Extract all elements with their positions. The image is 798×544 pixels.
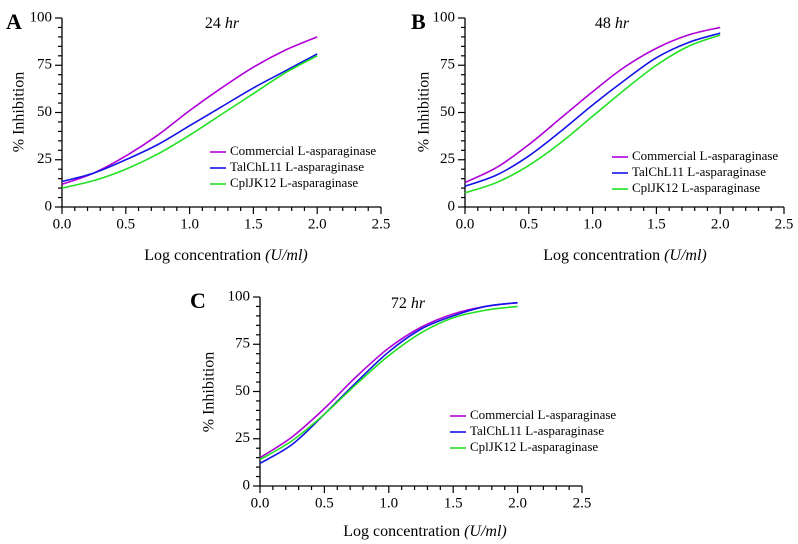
x-tick-label: 0.5 <box>315 495 334 511</box>
panel-title-unit: hr <box>411 295 426 312</box>
legend-label-talchl11: TalChL11 L-asparaginase <box>230 159 364 174</box>
panel-title-number: 48 <box>595 15 615 32</box>
y-axis-title: % Inhibition <box>201 352 218 432</box>
legend-label-commercial: Commercial L-asparaginase <box>230 143 376 158</box>
legend-label-commercial: Commercial L-asparaginase <box>470 407 616 422</box>
x-axis-title-unit: (U/ml) <box>664 247 707 264</box>
panel-letter: A <box>6 9 22 34</box>
y-tick-label: 50 <box>235 383 250 399</box>
series-line-commercial <box>61 36 318 186</box>
legend-label-cpljk12: CplJK12 L-asparaginase <box>632 180 760 195</box>
y-tick-label: 75 <box>37 57 52 73</box>
x-tick-label: 0.0 <box>251 495 270 511</box>
series-line-talchl11 <box>464 32 721 187</box>
series-line-cpljk12 <box>259 305 518 461</box>
panel-title-number: 72 <box>391 295 411 312</box>
y-tick-label: 50 <box>440 104 455 120</box>
x-tick-label: 2.0 <box>508 495 527 511</box>
legend-label-cpljk12: CplJK12 L-asparaginase <box>230 175 358 190</box>
y-axis-title: % Inhibition <box>416 72 433 152</box>
y-tick-label: 100 <box>433 9 456 25</box>
series-line-talchl11 <box>259 301 518 465</box>
panel-title: 72 hr <box>391 295 426 312</box>
series-line-talchl11 <box>61 53 318 183</box>
x-tick-label: 2.0 <box>711 216 730 232</box>
x-axis-title: Log concentration (U/ml) <box>343 523 507 540</box>
x-tick-label: 0.5 <box>116 216 135 232</box>
y-tick-label: 0 <box>45 198 53 214</box>
x-tick-label: 1.5 <box>444 495 463 511</box>
legend-label-commercial: Commercial L-asparaginase <box>632 148 778 163</box>
x-tick-label: 1.5 <box>244 216 263 232</box>
x-axis-title: Log concentration (U/ml) <box>144 247 308 264</box>
panel-c: C 72 hr 0.0 0.5 1.0 1.5 2.0 2.5 0 25 50 75 100 Log co… <box>190 288 616 540</box>
x-tick-label: 2.5 <box>372 216 391 232</box>
x-tick-label: 1.5 <box>647 216 666 232</box>
panel-title-unit: hr <box>615 15 630 32</box>
x-axis-title-unit: (U/ml) <box>464 523 507 540</box>
series-line-cpljk12 <box>464 34 721 194</box>
y-tick-label: 100 <box>30 9 53 25</box>
y-tick-label: 25 <box>440 151 455 167</box>
panel-title: 48 hr <box>595 15 630 32</box>
x-tick-label: 2.0 <box>308 216 327 232</box>
x-tick-label: 0.5 <box>519 216 538 232</box>
legend-label-talchl11: TalChL11 L-asparaginase <box>470 423 604 438</box>
series-line-commercial <box>464 26 721 184</box>
y-tick-label: 0 <box>448 198 456 214</box>
panel-title-unit: hr <box>225 15 240 32</box>
y-tick-label: 75 <box>440 57 455 73</box>
series-line-cpljk12 <box>61 55 318 189</box>
x-axis-title-main: Log concentration <box>144 247 265 264</box>
x-tick-label: 0.0 <box>53 216 72 232</box>
x-tick-label: 2.5 <box>573 495 592 511</box>
x-tick-label: 1.0 <box>379 495 398 511</box>
y-tick-label: 25 <box>37 151 52 167</box>
x-axis-title: Log concentration (U/ml) <box>543 247 707 264</box>
legend-label-talchl11: TalChL11 L-asparaginase <box>632 164 766 179</box>
y-tick-label: 0 <box>243 477 251 493</box>
y-tick-label: 100 <box>228 288 251 304</box>
y-tick-label: 75 <box>235 336 250 352</box>
x-tick-label: 2.5 <box>775 216 794 232</box>
x-tick-label: 0.0 <box>456 216 475 232</box>
x-axis-title-main: Log concentration <box>343 523 464 540</box>
panel-title-number: 24 <box>205 15 225 32</box>
panel-letter: C <box>190 288 206 313</box>
panel-title: 24 hr <box>205 15 240 32</box>
x-tick-label: 1.0 <box>583 216 602 232</box>
legend-label-cpljk12: CplJK12 L-asparaginase <box>470 439 598 454</box>
x-tick-label: 1.0 <box>180 216 199 232</box>
panel-letter: B <box>411 9 426 34</box>
panel-b: B 48 hr 0.0 0.5 1.0 1.5 2.0 2.5 0 25 50 75 100 Log co… <box>411 9 793 264</box>
y-tick-label: 50 <box>37 104 52 120</box>
x-axis-title-unit: (U/ml) <box>265 247 308 264</box>
panel-a: A 24 hr 0.0 0.5 1.0 1.5 2.0 2.5 0 25 50 75 100 Log co… <box>6 9 390 264</box>
x-axis-title-main: Log concentration <box>543 247 664 264</box>
y-tick-label: 25 <box>235 430 250 446</box>
y-axis-title: % Inhibition <box>11 72 28 152</box>
